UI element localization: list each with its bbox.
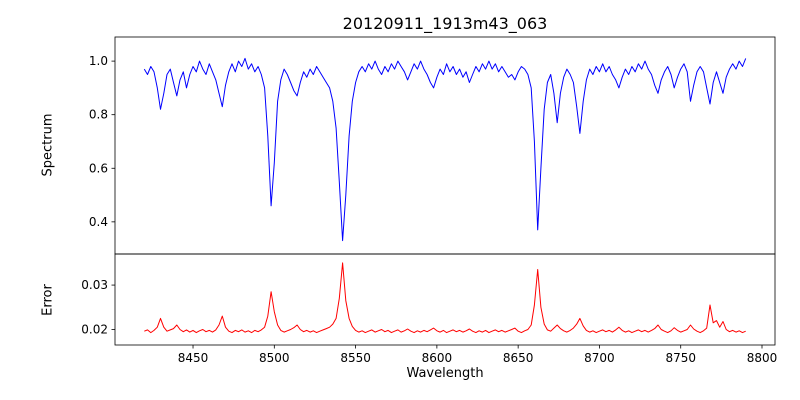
x-tick-label: 8800 (747, 351, 778, 365)
spectrum-y-axis-label: Spectrum (40, 113, 56, 177)
x-tick-label: 8600 (422, 351, 453, 365)
x-axis-label: Wavelength (406, 366, 484, 381)
error-y-tick-label: 0.02 (81, 322, 108, 336)
x-tick-label: 8500 (259, 351, 290, 365)
spectrum-y-tick-label: 0.6 (89, 161, 108, 175)
x-tick-label: 8550 (340, 351, 371, 365)
error-line (144, 262, 746, 334)
chart-title: 20120911_1913m43_063 (342, 14, 548, 33)
error-y-axis-label: Error (40, 284, 56, 316)
spectrum-y-tick-label: 0.4 (89, 215, 108, 229)
spectrum-line (143, 57, 747, 242)
x-tick-label: 8650 (503, 351, 534, 365)
x-tick-label: 8700 (584, 351, 615, 365)
error-y-tick-label: 0.03 (81, 278, 108, 292)
x-tick-label: 8450 (178, 351, 209, 365)
error-axes-box (114, 253, 776, 346)
x-tick-label: 8750 (665, 351, 696, 365)
spectrum-y-tick-label: 1.0 (89, 54, 108, 68)
spectrum-y-tick-label: 0.8 (89, 108, 108, 122)
